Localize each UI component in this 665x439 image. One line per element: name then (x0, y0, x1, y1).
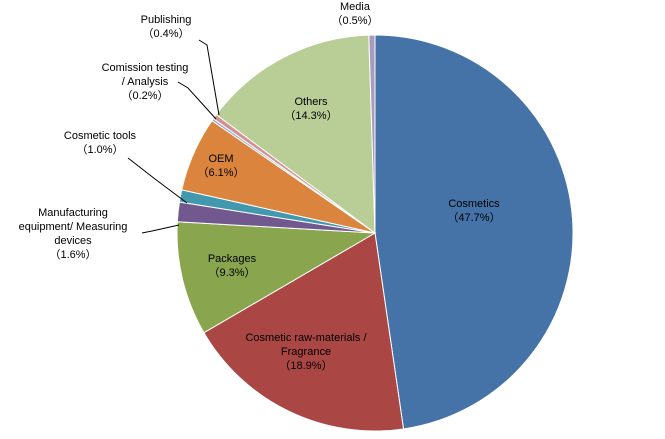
data-labels: Cosmetics （47.7%） Cosmetic raw-materials /… (19, 1, 501, 372)
data-label-line: Cosmetic tools (64, 130, 137, 142)
data-label-line: Comission testing (102, 62, 189, 74)
pie-slice-media (368, 34, 376, 234)
data-label-percent: （0.4%） (142, 27, 189, 40)
data-label-percent: （0.2%） (121, 89, 168, 102)
data-label-percent: （1.6%） (49, 248, 96, 261)
pie-slices (176, 34, 574, 432)
data-label-cosmetic-tools: Cosmetic tools （1.0%） (64, 130, 137, 156)
data-label-media: Media （0.5%） (331, 1, 378, 27)
leader-line-manufacturing-equipment-measuring-devices (141, 224, 180, 234)
data-label-percent: （47.7%） (447, 211, 500, 224)
data-label-line: devices (54, 235, 92, 247)
data-label-line: equipment/ Measuring (19, 221, 128, 233)
leader-line-cosmetic-tools (127, 157, 188, 204)
data-label-line: Publishing (141, 14, 192, 26)
data-label-line: Packages (208, 253, 257, 265)
data-label-line: Media (340, 1, 371, 13)
data-label-manufacturing-equipment-measuring-devices: Manufacturing equipment/ Measuring devices… (19, 207, 128, 261)
data-label-cosmetics: Cosmetics （47.7%） (447, 198, 500, 224)
data-label-percent: （1.0%） (76, 143, 123, 156)
data-label-line: Cosmetic raw-materials / (245, 332, 367, 344)
data-label-line: OEM (208, 153, 233, 165)
data-label-percent: （6.1%） (197, 166, 244, 179)
data-label-line: / Analysis (122, 76, 169, 88)
data-label-publishing: Publishing （0.4%） (141, 14, 192, 40)
leader-line-publishing (198, 39, 220, 116)
data-label-percent: （0.5%） (331, 14, 378, 27)
data-label-others: Others （14.3%） (284, 96, 337, 122)
pie-slice-cosmetic-raw-materials-fragrance (203, 232, 405, 432)
pie-slice-others (215, 34, 376, 235)
data-label-oem: OEM （6.1%） (197, 153, 244, 179)
data-label-comission-testing-analysis: Comission testing / Analysis （0.2%） (102, 62, 189, 102)
leader-line-comission-testing-analysis (177, 81, 217, 120)
data-label-percent: （9.3%） (208, 266, 255, 279)
data-label-cosmetic-raw-materials-fragrance: Cosmetic raw-materials / Fragrance （18.9%） (245, 332, 367, 372)
data-label-packages: Packages （9.3%） (208, 253, 257, 279)
data-label-percent: （14.3%） (284, 109, 337, 122)
data-label-line: Cosmetics (448, 198, 500, 210)
data-label-percent: （18.9%） (279, 359, 332, 372)
leader-lines (127, 39, 220, 234)
data-label-line: Others (294, 96, 328, 108)
data-label-line: Fragrance (281, 346, 331, 358)
pie-slice-cosmetics (374, 34, 574, 430)
data-label-line: Manufacturing (38, 207, 108, 219)
